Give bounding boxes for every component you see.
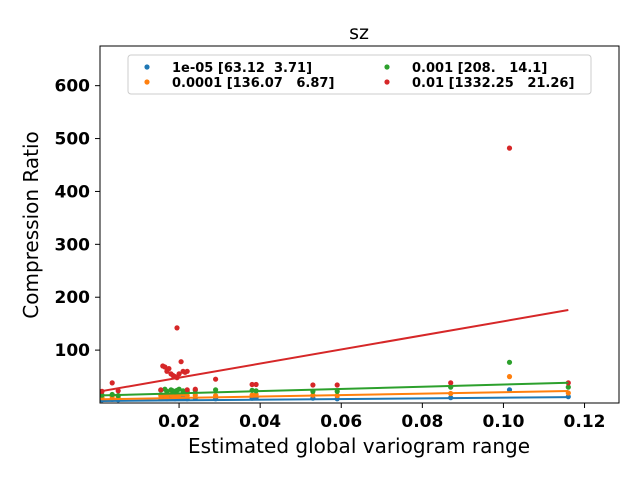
legend-label: 0.001 [208. 14.1] — [412, 61, 547, 76]
fit-line-series-3 — [102, 381, 569, 397]
fit-line-series-4 — [101, 309, 569, 393]
y-tick-label: 300 — [55, 235, 91, 255]
y-tick-label: 500 — [55, 130, 91, 150]
y-tick-label: 200 — [55, 288, 91, 308]
data-point-series-4 — [115, 388, 121, 394]
x-tick-label: 0.08 — [401, 412, 443, 432]
data-point-series-4 — [506, 145, 513, 151]
data-point-series-4 — [310, 382, 316, 388]
x-tick-label: 0.06 — [320, 412, 362, 432]
data-point-series-4 — [162, 364, 168, 370]
legend: 1e-05 [63.12 3.71]0.0001 [136.07 6.87] 0.… — [127, 54, 592, 95]
legend-marker — [384, 79, 390, 85]
data-point-series-4 — [178, 359, 184, 365]
fit-line-series-2 — [102, 390, 569, 401]
data-point-series-3 — [180, 388, 186, 394]
data-point-series-4 — [448, 380, 454, 386]
y-tick-label: 100 — [55, 341, 91, 361]
legend-marker — [144, 79, 150, 85]
data-point-series-4 — [334, 382, 340, 388]
data-point-series-4 — [158, 387, 164, 393]
data-point-series-3 — [506, 359, 513, 365]
data-point-series-4 — [249, 381, 255, 388]
data-point-series-4 — [166, 366, 172, 372]
x-tick-label: 0.10 — [482, 412, 524, 432]
legend-label: 0.0001 [136.07 6.87] — [172, 76, 334, 91]
data-point-series-3 — [565, 384, 571, 390]
fit-line-series-1 — [102, 396, 569, 403]
data-point-series-3 — [334, 388, 340, 394]
legend-label: 0.01 [1332.25 21.26] — [412, 76, 574, 91]
x-tick-label: 0.04 — [239, 412, 281, 432]
y-axis: 100 200 300 400 500 600 — [55, 77, 100, 361]
data-point-series-4 — [176, 371, 182, 377]
y-tick-label: 600 — [55, 77, 91, 97]
x-tick-label: 0.02 — [158, 412, 200, 432]
plot-area — [100, 145, 571, 403]
data-point-series-4 — [192, 386, 198, 392]
data-point-series-4 — [253, 381, 259, 388]
data-point-series-2 — [506, 374, 513, 380]
x-axis-label: Estimated global variogram range — [188, 434, 530, 458]
legend-label: 1e-05 [63.12 3.71] — [172, 61, 312, 76]
legend-box — [127, 54, 592, 95]
data-point-series-4 — [109, 380, 115, 386]
data-point-series-4 — [184, 387, 190, 393]
y-tick-label: 400 — [55, 182, 91, 202]
data-point-series-3 — [213, 387, 219, 393]
data-point-series-4 — [184, 368, 190, 374]
legend-marker — [144, 64, 150, 70]
data-point-series-4 — [174, 325, 180, 331]
x-tick-label: 0.12 — [564, 412, 606, 432]
chart-title: sz — [349, 22, 369, 44]
legend-marker — [384, 64, 390, 70]
axes-frame — [99, 45, 620, 404]
data-point-series-3 — [176, 386, 182, 392]
data-point-series-4 — [213, 376, 219, 382]
x-axis: 0.02 0.04 0.06 0.08 0.10 0.12 — [158, 403, 606, 432]
y-axis-label: Compression Ratio — [19, 131, 43, 318]
